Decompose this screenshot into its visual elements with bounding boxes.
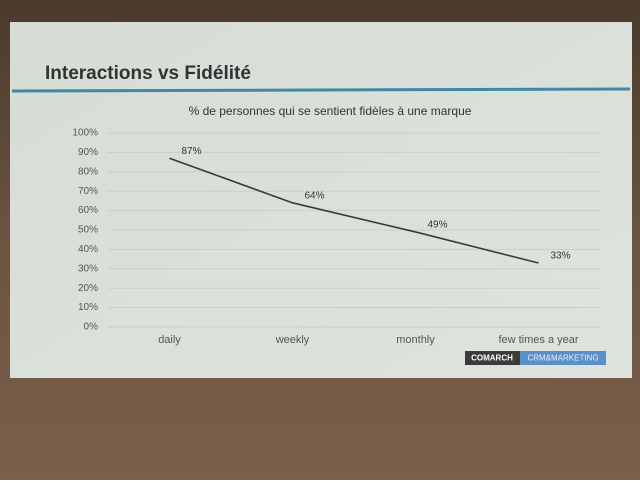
x-tick-label: weekly	[275, 334, 310, 346]
plot: 0% 10% 20% 30% 40% 50% 60% 70% 80% 90% 100% daily we…	[72, 128, 600, 346]
y-tick-label: 50%	[78, 225, 98, 236]
x-tick-label: daily	[158, 334, 181, 346]
y-tick-label: 100%	[72, 128, 98, 139]
y-tick-label: 30%	[78, 263, 98, 274]
data-label: 49%	[428, 220, 448, 231]
y-tick-label: 0%	[84, 322, 99, 333]
y-tick-label: 70%	[78, 186, 98, 197]
logo-product-box	[520, 351, 606, 365]
y-tick-label: 20%	[78, 283, 98, 294]
x-tick-label: monthly	[396, 334, 435, 346]
data-label: 87%	[182, 146, 202, 157]
y-tick-label: 80%	[78, 166, 98, 177]
x-tick-label: few times a year	[498, 334, 578, 346]
y-tick-label: 60%	[78, 205, 98, 216]
slide	[10, 22, 632, 378]
logo-brand: COMARCH	[471, 354, 513, 363]
logo-brand-box	[465, 351, 520, 365]
data-label: 64%	[305, 190, 325, 201]
y-tick-label: 90%	[78, 147, 98, 158]
data-line	[169, 157, 539, 264]
y-tick-label: 10%	[78, 302, 98, 313]
y-tick-label: 40%	[78, 244, 98, 255]
logo-product: CRM&MARKETING	[527, 354, 598, 363]
chart-title: % de personnes qui se sentient fidèles à…	[189, 104, 472, 118]
slide-title: Interactions vs Fidélité	[45, 63, 251, 84]
data-label: 33%	[551, 251, 571, 262]
title-rule	[11, 87, 631, 93]
